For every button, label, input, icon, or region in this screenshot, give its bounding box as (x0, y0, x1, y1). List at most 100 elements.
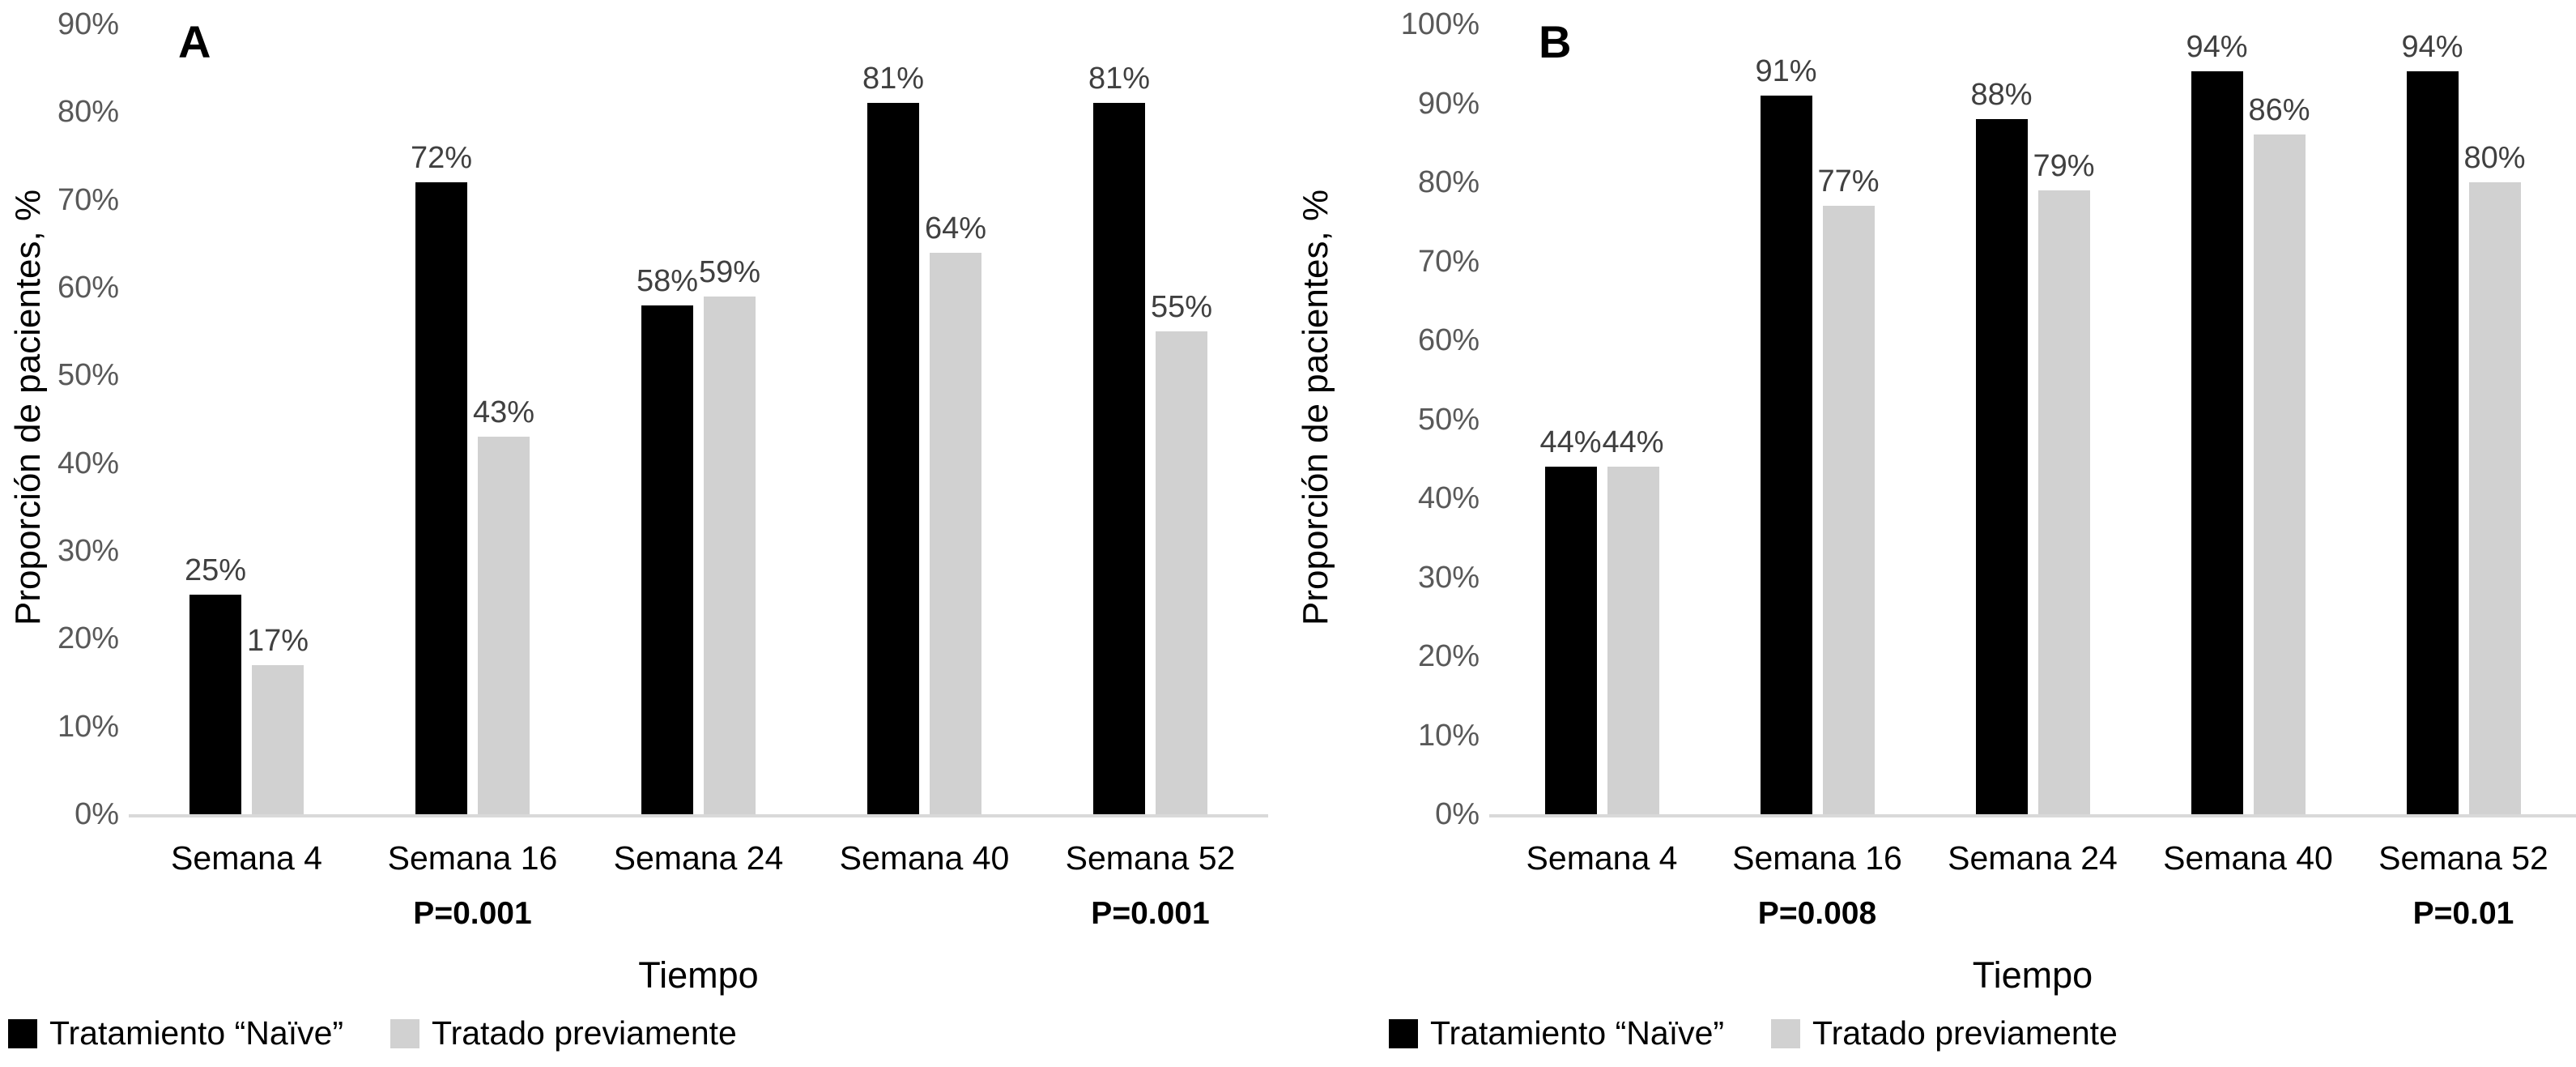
x-tick-label: Semana 4 (171, 839, 322, 877)
y-tick-label: 0% (1435, 797, 1480, 831)
bar-group: 25% 17% (134, 24, 360, 814)
bar-value-label: 80% (2463, 141, 2526, 175)
p-value-label: P=0.001 (413, 896, 532, 931)
y-tick-label: 70% (1417, 244, 1480, 279)
legend-item-naive: Tratamiento “Naïve” (1389, 1014, 1724, 1052)
bar-value-label: 55% (1150, 290, 1213, 324)
x-tick-label: Semana 16 (1732, 839, 1902, 877)
y-tick-label: 40% (57, 446, 119, 480)
bar-naive: 81% (862, 62, 924, 814)
y-tick-label: 60% (1417, 323, 1480, 357)
bar-group: 44% 44% (1494, 24, 1710, 814)
bar-pretreated: 79% (2033, 149, 2095, 814)
bar-naive: 25% (185, 553, 246, 814)
y-tick-label: 50% (57, 358, 119, 393)
bar-pretreated: 55% (1151, 290, 1212, 814)
bar-value-label: 94% (2186, 30, 2248, 64)
panel-a: A Proporción de pacientes, % 0% 10% 20% 30% 40… (8, 7, 1268, 1052)
bar-value-label: 88% (1970, 78, 2033, 112)
x-axis-labels: Semana 4 Semana 16 Semana 24 Semana 40 Seman… (134, 839, 1263, 877)
bar-value-label: 81% (862, 62, 925, 96)
bar-value-label: 64% (924, 211, 987, 245)
y-tick-label: 50% (1417, 402, 1480, 437)
x-tick-label: Semana 40 (2163, 839, 2333, 877)
bar-value-label: 44% (1602, 425, 1664, 459)
legend-swatch-naive (1389, 1018, 1418, 1048)
bar-value-label: 25% (184, 553, 247, 587)
bar-naive: 94% (2186, 30, 2248, 814)
bar-pretreated: 86% (2248, 93, 2310, 814)
bar-value-label: 58% (636, 264, 699, 298)
legend-label: Tratado previamente (432, 1014, 737, 1052)
legend: Tratamiento “Naïve” Tratado previamente (8, 1014, 737, 1052)
y-tick-label: 0% (75, 797, 119, 831)
y-tick-label: 10% (1417, 718, 1480, 753)
y-tick-label: 60% (57, 271, 119, 305)
bar-naive: 88% (1970, 78, 2033, 814)
y-tick-label: 90% (57, 7, 119, 41)
x-axis-title: Tiempo (1972, 954, 2093, 996)
x-tick-label: Semana 4 (1526, 839, 1678, 877)
y-tick-label: 70% (57, 182, 119, 217)
bar-naive: 81% (1088, 62, 1150, 814)
y-tick-label: 20% (57, 621, 119, 656)
bar-value-label: 72% (410, 141, 473, 175)
plot-area: 25% 17% 72% 43% 58% 59% 81% 64% 81% 55% (134, 24, 1263, 814)
bar-value-label: 94% (2401, 30, 2463, 64)
legend-swatch-pretreated (1771, 1018, 1801, 1048)
y-tick-label: 10% (57, 709, 119, 744)
bar-value-label: 44% (1539, 425, 1602, 459)
x-tick-label: Semana 40 (839, 839, 1010, 877)
bar-group: 81% 55% (1037, 24, 1263, 814)
bar-pretreated: 44% (1602, 425, 1664, 814)
panel-label: A (178, 16, 211, 67)
legend-item-pretreated: Tratado previamente (390, 1014, 737, 1052)
bar-value-label: 86% (2248, 93, 2310, 127)
bar-naive: 91% (1755, 54, 1817, 814)
panel-b: B Proporción de pacientes, % 0% 10% 20% 30% 40… (1288, 0, 2576, 1067)
x-axis-labels: Semana 4 Semana 16 Semana 24 Semana 40 Seman… (1494, 839, 2571, 877)
legend-label: Tratamiento “Naïve” (1430, 1014, 1725, 1052)
legend-swatch-pretreated (390, 1018, 420, 1048)
y-tick-label: 30% (1417, 560, 1480, 595)
x-axis-line (1489, 814, 2576, 817)
p-value-label: P=0.001 (1091, 896, 1210, 931)
bar-pretreated: 64% (925, 211, 986, 814)
p-value-label: P=0.008 (1757, 896, 1877, 931)
x-axis-line (129, 814, 1268, 817)
bar-value-label: 77% (1817, 164, 1880, 198)
bar-group: 81% 64% (811, 24, 1037, 814)
x-tick-label: Semana 52 (2378, 839, 2548, 877)
x-axis-title: Tiempo (638, 954, 759, 996)
bar-naive: 58% (637, 264, 698, 814)
legend-swatch-naive (8, 1018, 37, 1048)
plot-area: 44% 44% 91% 77% 88% 79% 94% 86% 94% 80% (1494, 24, 2571, 814)
bar-group: 72% 43% (360, 24, 585, 814)
bar-pretreated: 17% (247, 624, 309, 814)
bar-value-label: 59% (698, 255, 761, 289)
bar-naive: 94% (2401, 30, 2463, 814)
bar-value-label: 91% (1755, 54, 1817, 88)
y-tick-label: 90% (1417, 86, 1480, 121)
bar-pretreated: 59% (699, 255, 760, 814)
x-tick-label: Semana 52 (1065, 839, 1236, 877)
legend: Tratamiento “Naïve” Tratado previamente (1389, 1014, 2118, 1052)
legend-label: Tratado previamente (1812, 1014, 2118, 1052)
x-tick-label: Semana 24 (613, 839, 784, 877)
bar-group: 94% 86% (2140, 24, 2356, 814)
legend-item-naive: Tratamiento “Naïve” (8, 1014, 343, 1052)
y-tick-label: 100% (1400, 7, 1480, 41)
bar-value-label: 81% (1088, 62, 1151, 96)
bar-naive: 72% (411, 141, 472, 814)
x-tick-label: Semana 16 (387, 839, 558, 877)
bar-pretreated: 77% (1817, 164, 1880, 814)
bar-group: 94% 80% (2356, 24, 2571, 814)
bar-group: 91% 77% (1710, 24, 1925, 814)
bar-naive: 44% (1539, 425, 1602, 814)
bar-value-label: 79% (2033, 149, 2095, 183)
bar-value-label: 17% (246, 624, 309, 658)
y-tick-label: 20% (1417, 639, 1480, 673)
p-value-label: P=0.01 (2412, 896, 2514, 931)
legend-item-pretreated: Tratado previamente (1771, 1014, 2118, 1052)
